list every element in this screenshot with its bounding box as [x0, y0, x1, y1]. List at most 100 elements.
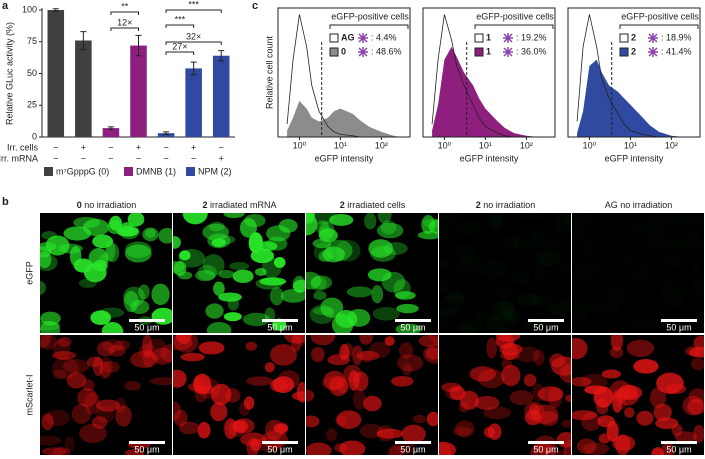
cell [682, 395, 704, 416]
cell [188, 382, 203, 392]
histogram-area [432, 46, 546, 138]
micrograph: 50 μm [40, 213, 172, 333]
cell [523, 373, 537, 387]
cell [331, 313, 354, 333]
cell [101, 360, 120, 373]
scale-bar-label: 50 μm [400, 322, 425, 332]
cells [306, 335, 438, 455]
cells [173, 335, 305, 455]
cell [500, 351, 520, 360]
cell [130, 299, 150, 314]
cell [115, 405, 132, 427]
cell [40, 435, 62, 446]
cell [223, 312, 242, 322]
cell [495, 335, 515, 349]
scale-bar-label: 50 μm [533, 322, 558, 332]
cell [266, 225, 291, 242]
column-title-text: irradiated cells [345, 200, 406, 210]
y-axis-label: Relative GLuc activity (%) [4, 22, 14, 125]
cell [660, 442, 675, 455]
cell [52, 369, 67, 380]
row-sign: + [219, 153, 224, 163]
cell [146, 338, 168, 360]
cell [445, 291, 464, 312]
legend-swatch [619, 33, 629, 43]
cell [195, 270, 216, 282]
legend-value: : 4.4% [371, 32, 397, 42]
cell [401, 424, 426, 444]
legend-icon [503, 47, 513, 57]
cell [202, 223, 229, 241]
row-sign: − [81, 153, 86, 163]
cell [319, 221, 335, 239]
cell [531, 404, 559, 425]
panel-label: b [2, 196, 9, 208]
bar [102, 128, 120, 137]
cell [561, 419, 571, 428]
cell [653, 403, 672, 422]
bracket [165, 41, 222, 45]
cell [449, 386, 466, 401]
cell [273, 256, 286, 268]
legend-swatch [329, 47, 339, 57]
cell [693, 424, 704, 443]
cell [626, 339, 655, 358]
cell [160, 343, 172, 363]
cell [83, 263, 107, 283]
cell [423, 344, 438, 364]
legend-swatch [44, 167, 53, 176]
cell [259, 277, 287, 286]
cell [291, 391, 305, 401]
cell [115, 397, 126, 413]
cell [211, 383, 232, 406]
cells [572, 335, 704, 455]
cell [292, 275, 305, 294]
cell [509, 390, 534, 406]
legend-name: 2 [631, 46, 636, 56]
cell [664, 255, 684, 268]
cell [396, 354, 424, 372]
cell [99, 361, 111, 379]
cell [422, 218, 438, 228]
annotation: ** [121, 1, 129, 11]
cell [418, 335, 438, 347]
cell [109, 215, 123, 231]
cell [142, 227, 159, 242]
legend-icon [648, 47, 658, 57]
panel-label: a [2, 0, 9, 12]
y-tick-label: 25 [27, 100, 37, 110]
cell [609, 346, 624, 359]
bar [157, 133, 175, 137]
row-sign: − [191, 153, 196, 163]
error-bar [190, 61, 197, 76]
cell [687, 398, 704, 415]
cell [359, 423, 384, 439]
cell [565, 394, 571, 403]
row-label: eGFP [24, 261, 34, 285]
cell [515, 346, 540, 363]
cell [211, 238, 227, 248]
row-sign: − [53, 153, 58, 163]
cell [665, 383, 687, 395]
bar [185, 68, 202, 137]
cell [270, 344, 297, 366]
cell [245, 341, 258, 351]
cell [530, 443, 557, 455]
cell [532, 383, 545, 402]
cell [173, 401, 182, 421]
micrograph: 50 μm [306, 213, 438, 333]
cell [264, 362, 275, 373]
cell [612, 435, 636, 452]
cell [377, 213, 392, 225]
legend-icon [503, 33, 513, 43]
cell [284, 335, 305, 344]
cell [396, 303, 419, 314]
cell [218, 270, 235, 279]
cell [158, 227, 172, 244]
y-tick-label: 0 [32, 131, 37, 141]
cell [198, 341, 225, 355]
cell [693, 335, 704, 351]
x-axis-label: eGFP intensity [315, 153, 374, 163]
row-label: mScarlet-I [24, 374, 34, 415]
cell [182, 213, 208, 225]
